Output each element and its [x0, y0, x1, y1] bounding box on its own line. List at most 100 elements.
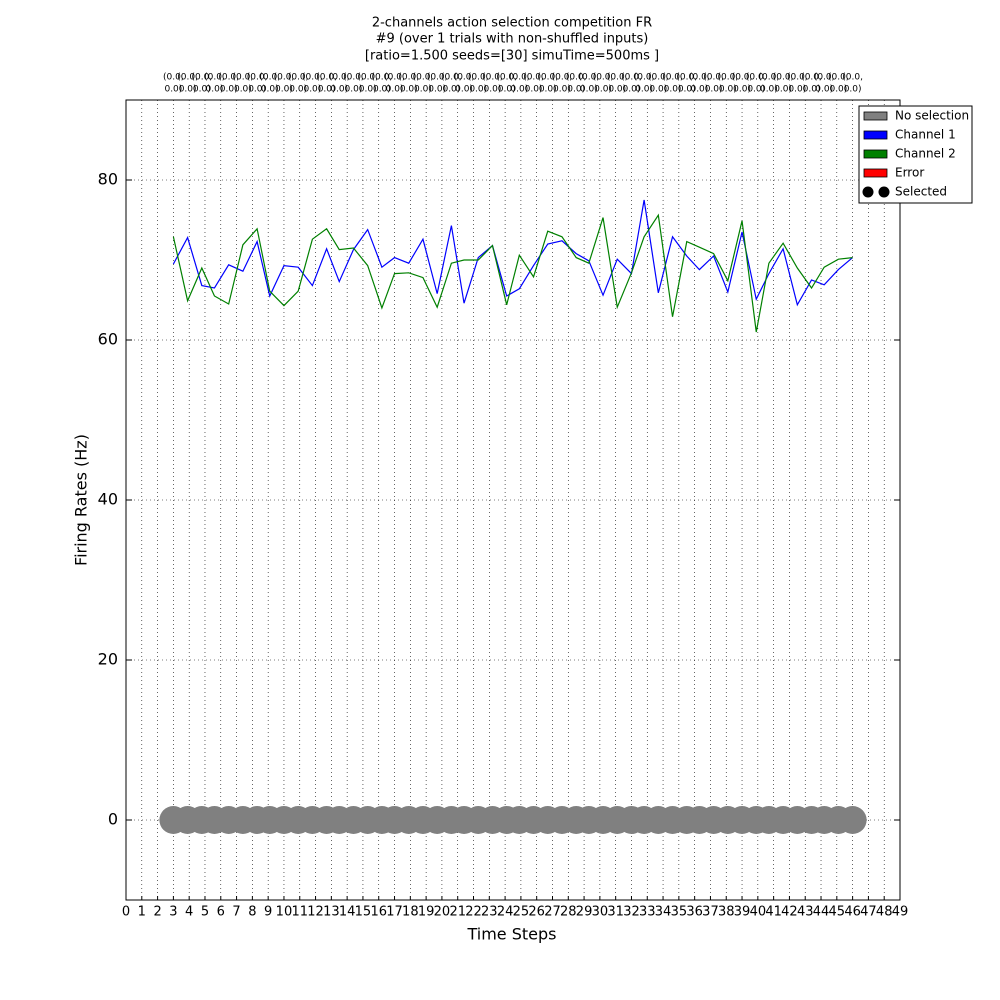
- x-tick-label: 47: [860, 905, 877, 920]
- top-label: 0.0): [608, 85, 626, 95]
- x-tick-label: 8: [248, 905, 256, 920]
- top-label: (0.0,: [413, 73, 434, 83]
- x-tick-label: 5: [201, 905, 209, 920]
- plot-frame: [125, 99, 901, 901]
- top-label: 0.0): [469, 85, 487, 95]
- legend-label: No selection: [895, 109, 969, 123]
- x-tick-label: 13: [323, 905, 340, 920]
- line-series: [172, 199, 853, 307]
- x-tick-label: 7: [232, 905, 240, 920]
- x-tick-label: 17: [386, 905, 403, 920]
- top-label: 0.0): [359, 85, 377, 95]
- x-tick-label: 24: [497, 905, 514, 920]
- x-tick-label: 29: [576, 905, 593, 920]
- x-tick-label: 34: [655, 905, 672, 920]
- top-label: 0.0): [484, 85, 502, 95]
- top-label: (0.0,: [233, 73, 254, 83]
- top-label: (0.0,: [372, 73, 393, 83]
- top-label: 0.0): [815, 85, 833, 95]
- top-label: 0.0): [733, 85, 751, 95]
- top-label: (0.0,: [593, 73, 614, 83]
- x-tick-label: 44: [813, 905, 830, 920]
- top-label: (0.0,: [648, 73, 669, 83]
- x-tick-label: 38: [718, 905, 735, 920]
- legend-marker: [863, 130, 888, 140]
- top-label: (0.0,: [537, 73, 558, 83]
- top-label: (0.0,: [163, 73, 184, 83]
- top-label: (0.0,: [384, 73, 405, 83]
- top-label: 0.0): [234, 85, 252, 95]
- top-label: (0.0,: [218, 73, 239, 83]
- top-label: (0.0,: [177, 73, 198, 83]
- legend-label: Error: [895, 166, 924, 180]
- x-tick-label: 15: [355, 905, 372, 920]
- top-label: 0.0): [193, 85, 211, 95]
- top-label: (0.0,: [454, 73, 475, 83]
- x-tick-label: 22: [465, 905, 482, 920]
- x-tick-label: 20: [434, 905, 451, 920]
- top-label: (0.0,: [828, 73, 849, 83]
- top-label: (0.0,: [247, 73, 268, 83]
- top-label: 0.0): [455, 85, 473, 95]
- top-label: (0.0,: [607, 73, 628, 83]
- top-label: 0.0): [303, 85, 321, 95]
- top-label: (0.0,: [689, 73, 710, 83]
- top-label: 0.0): [567, 85, 585, 95]
- x-tick-label: 16: [370, 905, 387, 920]
- top-label: 0.0): [373, 85, 391, 95]
- top-label: 0.0): [774, 85, 792, 95]
- y-tick-label: 40: [98, 490, 118, 509]
- x-tick-label: 2: [153, 905, 161, 920]
- top-label: (0.0,: [316, 73, 337, 83]
- top-label: (0.0,: [787, 73, 808, 83]
- top-label: (0.0,: [842, 73, 863, 83]
- y-tick-label: 0: [108, 810, 118, 829]
- x-tick-label: 6: [217, 905, 225, 920]
- y-tick-label: 20: [98, 650, 118, 669]
- top-label: (0.0,: [801, 73, 822, 83]
- top-label: 0.0): [678, 85, 696, 95]
- top-label: (0.0,: [621, 73, 642, 83]
- chart-title: [ratio=1.500 seeds=[30] simuTime=500ms ]: [365, 49, 659, 64]
- x-tick-label: 30: [592, 905, 609, 920]
- top-label: (0.0,: [676, 73, 697, 83]
- legend-marker: [863, 168, 888, 178]
- top-label: 0.0): [719, 85, 737, 95]
- x-tick-label: 42: [781, 905, 798, 920]
- legend-marker: [862, 186, 874, 198]
- x-tick-label: 35: [671, 905, 688, 920]
- top-label: 0.0): [318, 85, 336, 95]
- x-tick-label: 40: [750, 905, 767, 920]
- x-tick-label: 3: [169, 905, 177, 920]
- top-label: 0.0): [649, 85, 667, 95]
- legend-label: Channel 2: [895, 147, 956, 161]
- top-label: 0.0): [498, 85, 516, 95]
- legend-label: Channel 1: [895, 128, 956, 142]
- legend-marker: [863, 111, 888, 121]
- top-label: (0.0,: [759, 73, 780, 83]
- top-label: 0.0): [206, 85, 224, 95]
- top-label: (0.0,: [357, 73, 378, 83]
- top-label: (0.0,: [302, 73, 323, 83]
- chart-title: 2-channels action selection competition …: [372, 16, 652, 31]
- top-label: (0.0,: [204, 73, 225, 83]
- top-label: 0.0): [330, 85, 348, 95]
- x-tick-label: 19: [418, 905, 435, 920]
- top-label: (0.0,: [732, 73, 753, 83]
- top-label: (0.0,: [441, 73, 462, 83]
- x-tick-label: 11: [291, 905, 308, 920]
- top-label: 0.0): [580, 85, 598, 95]
- top-label: 0.0): [747, 85, 765, 95]
- y-tick-label: 60: [98, 330, 118, 349]
- y-axis-label: Firing Rates (Hz): [72, 434, 91, 566]
- top-label: (0.0,: [717, 73, 738, 83]
- x-tick-label: 23: [481, 905, 498, 920]
- top-label: (0.0,: [288, 73, 309, 83]
- top-label: 0.0): [442, 85, 460, 95]
- top-label: 0.0): [690, 85, 708, 95]
- top-label: 0.0): [414, 85, 432, 95]
- top-label: (0.0,: [703, 73, 724, 83]
- x-tick-label: 28: [560, 905, 577, 920]
